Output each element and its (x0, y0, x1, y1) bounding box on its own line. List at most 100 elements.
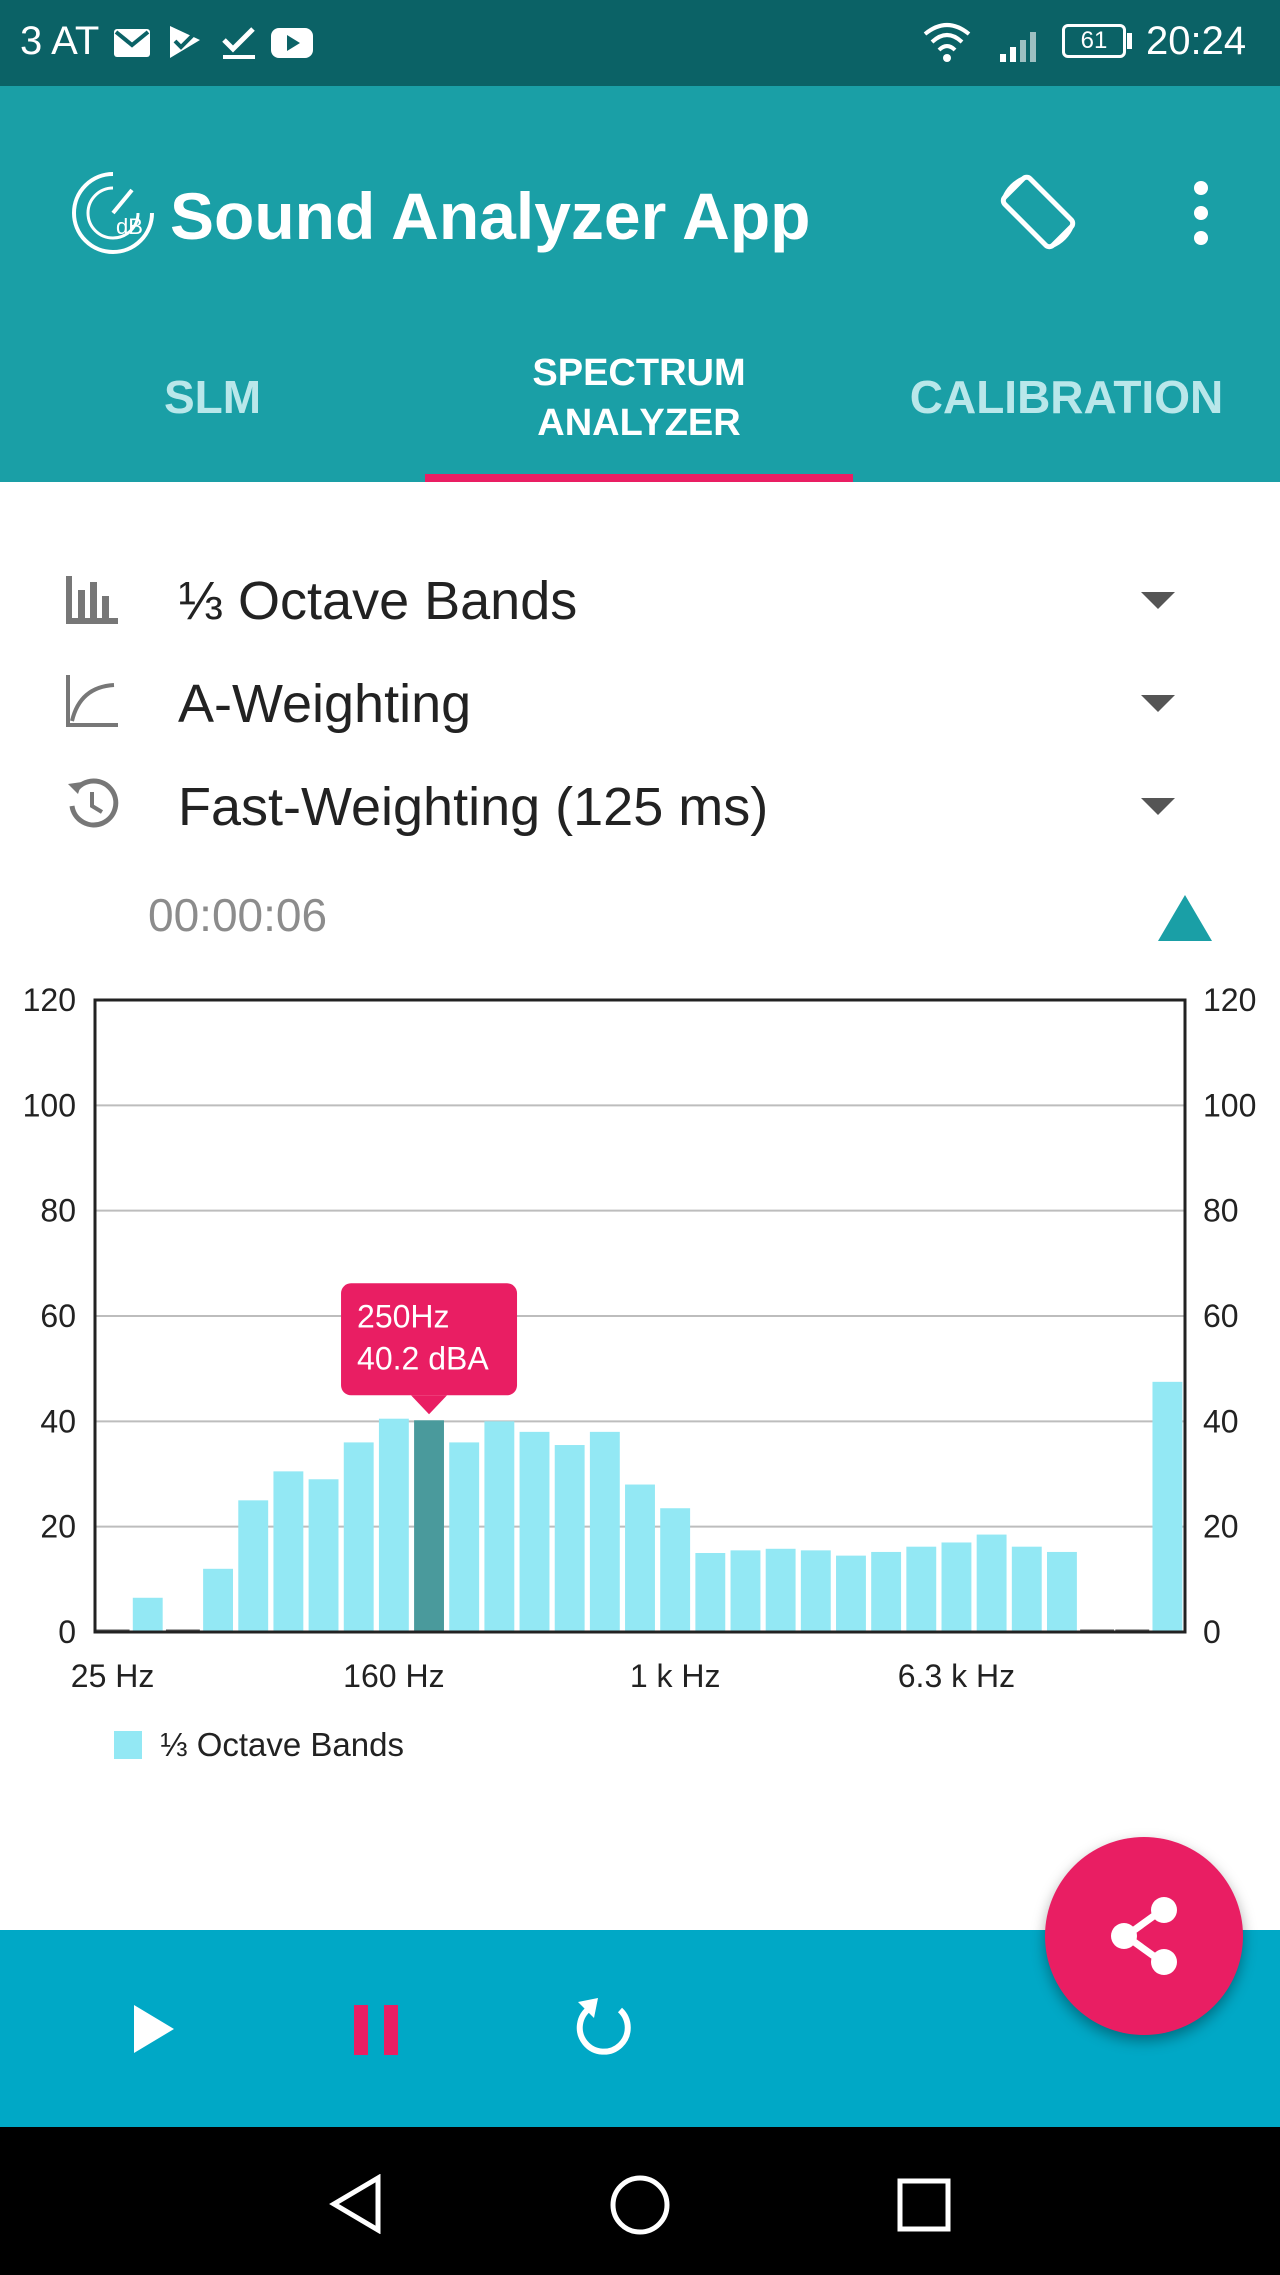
y-tick-label-right: 100 (1203, 1087, 1256, 1123)
chart-bar[interactable] (132, 1597, 163, 1632)
chart-bar[interactable] (449, 1442, 480, 1632)
chart-bar[interactable] (378, 1418, 409, 1632)
chart-bar[interactable] (589, 1431, 620, 1632)
chart-bar[interactable] (625, 1484, 655, 1632)
tooltip-pointer (411, 1395, 448, 1415)
tooltip-box (341, 1283, 518, 1396)
weighting-label: A-Weighting (178, 674, 472, 734)
curve-chart-icon (66, 675, 118, 727)
band-mode-dropdown-icon (1141, 592, 1175, 609)
share-icon (1111, 1897, 1177, 1975)
mail-icon (114, 29, 150, 57)
reset-icon[interactable] (572, 1994, 634, 2060)
battery-icon: 61 (1062, 24, 1126, 58)
share-button[interactable] (1045, 1837, 1243, 2035)
collapse-triangle-icon[interactable] (1156, 893, 1214, 943)
legend-label: ⅓ Octave Bands (160, 1726, 404, 1763)
chart-bar[interactable] (238, 1500, 269, 1632)
chart-bar[interactable] (660, 1508, 691, 1632)
chart-bar[interactable] (519, 1431, 550, 1632)
chart-tooltip: 250Hz 40.2 dBA (341, 1283, 518, 1415)
tab-calibration[interactable]: CALIBRATION (909, 371, 1224, 423)
y-tick-label-right: 20 (1203, 1509, 1239, 1545)
weighting-dropdown-icon (1141, 695, 1175, 712)
chart-bar[interactable] (1011, 1546, 1042, 1632)
y-tick-label-left: 80 (40, 1193, 76, 1229)
play-icon[interactable] (130, 2003, 176, 2055)
time-weighting-selector[interactable]: Fast-Weighting (125 ms) (0, 766, 1280, 866)
x-tick-label: 160 Hz (343, 1658, 444, 1694)
tooltip-frequency: 250Hz (357, 1298, 450, 1334)
chart-bar[interactable] (1046, 1551, 1077, 1632)
y-tick-label-left: 40 (40, 1403, 76, 1439)
battery-level: 61 (1080, 27, 1108, 54)
y-tick-label-left: 60 (40, 1298, 76, 1334)
y-tick-label-right: 120 (1203, 982, 1256, 1018)
chart-frame (93, 998, 1187, 1634)
chart-bar[interactable] (1152, 1381, 1183, 1632)
spectrum-chart[interactable]: 0 20 40 60 80 100 120 0 20 40 60 80 100 120 25 Hz 160… (0, 975, 1280, 1790)
chart-bar[interactable] (695, 1553, 726, 1632)
chart-bars (95, 1381, 1183, 1633)
pause-icon[interactable] (352, 2003, 400, 2057)
y-tick-label-right: 60 (1203, 1298, 1239, 1334)
screen-rotation-icon[interactable] (994, 168, 1082, 256)
tab-spectrum-line2: ANALYZER (537, 402, 741, 444)
app-bar: dB Sound Analyzer App SLM SPECTRUM ANALY… (0, 86, 1280, 482)
battery-tip (1127, 33, 1132, 49)
chart-bar[interactable] (800, 1550, 831, 1632)
weighting-selector[interactable]: A-Weighting (0, 663, 1280, 763)
chart-bar[interactable] (308, 1479, 339, 1632)
chart-bar[interactable] (203, 1568, 234, 1632)
chart-bar[interactable] (273, 1471, 304, 1632)
app-title: Sound Analyzer App (170, 179, 811, 253)
y-tick-label-left: 120 (23, 982, 76, 1018)
chart-bar[interactable] (836, 1555, 866, 1632)
system-nav-bar (0, 2127, 1280, 2275)
y-tick-label-left: 0 (58, 1614, 76, 1650)
x-tick-label: 1 k Hz (630, 1658, 721, 1694)
time-weighting-label: Fast-Weighting (125 ms) (178, 777, 769, 837)
elapsed-timer: 00:00:06 (148, 889, 328, 941)
back-icon[interactable] (328, 2174, 384, 2234)
svg-text:dB: dB (116, 214, 143, 239)
chart-bar[interactable] (765, 1548, 796, 1632)
clock: 20:24 (1146, 19, 1247, 63)
chart-bar[interactable] (871, 1551, 902, 1632)
wifi-icon (923, 23, 971, 62)
band-mode-selector[interactable]: ⅓ Octave Bands (0, 560, 1280, 660)
chart-bar[interactable] (554, 1445, 585, 1632)
app-logo-icon: dB (72, 172, 154, 254)
more-vert-icon[interactable] (1186, 178, 1216, 248)
y-tick-label-left: 20 (40, 1509, 76, 1545)
chart-bar[interactable] (976, 1534, 1007, 1632)
chart-bar[interactable] (730, 1550, 761, 1632)
history-clock-icon (68, 778, 119, 828)
y-tick-label-right: 80 (1203, 1193, 1239, 1229)
chart-bar[interactable] (941, 1542, 972, 1632)
tab-spectrum-line1: SPECTRUM (532, 352, 746, 394)
x-axis: 25 Hz 160 Hz 1 k Hz 6.3 k Hz (71, 1658, 1015, 1694)
check-flag-icon (170, 26, 200, 58)
tab-slm[interactable]: SLM (163, 371, 262, 423)
signal-icon (1000, 32, 1036, 62)
chart-bar[interactable] (906, 1546, 937, 1632)
chart-bar-selected[interactable] (414, 1420, 444, 1632)
legend-swatch (114, 1731, 142, 1759)
y-tick-label-right: 0 (1203, 1614, 1221, 1650)
x-tick-label: 25 Hz (71, 1658, 155, 1694)
bar-chart-icon (66, 576, 118, 624)
home-icon[interactable] (609, 2174, 671, 2236)
y-tick-label-left: 100 (23, 1087, 76, 1123)
x-tick-label: 6.3 k Hz (898, 1658, 1015, 1694)
checkmark-icon (222, 27, 255, 59)
tab-indicator (425, 474, 853, 482)
chart-legend: ⅓ Octave Bands (114, 1726, 404, 1763)
recents-icon[interactable] (897, 2178, 951, 2232)
tab-spectrum-analyzer[interactable]: SPECTRUM ANALYZER (425, 348, 853, 448)
band-mode-label: ⅓ Octave Bands (178, 571, 578, 631)
y-axis-right: 0 20 40 60 80 100 120 (1203, 982, 1256, 1650)
time-weighting-dropdown-icon (1141, 798, 1175, 815)
chart-bar[interactable] (343, 1442, 374, 1632)
chart-bar[interactable] (484, 1421, 515, 1632)
